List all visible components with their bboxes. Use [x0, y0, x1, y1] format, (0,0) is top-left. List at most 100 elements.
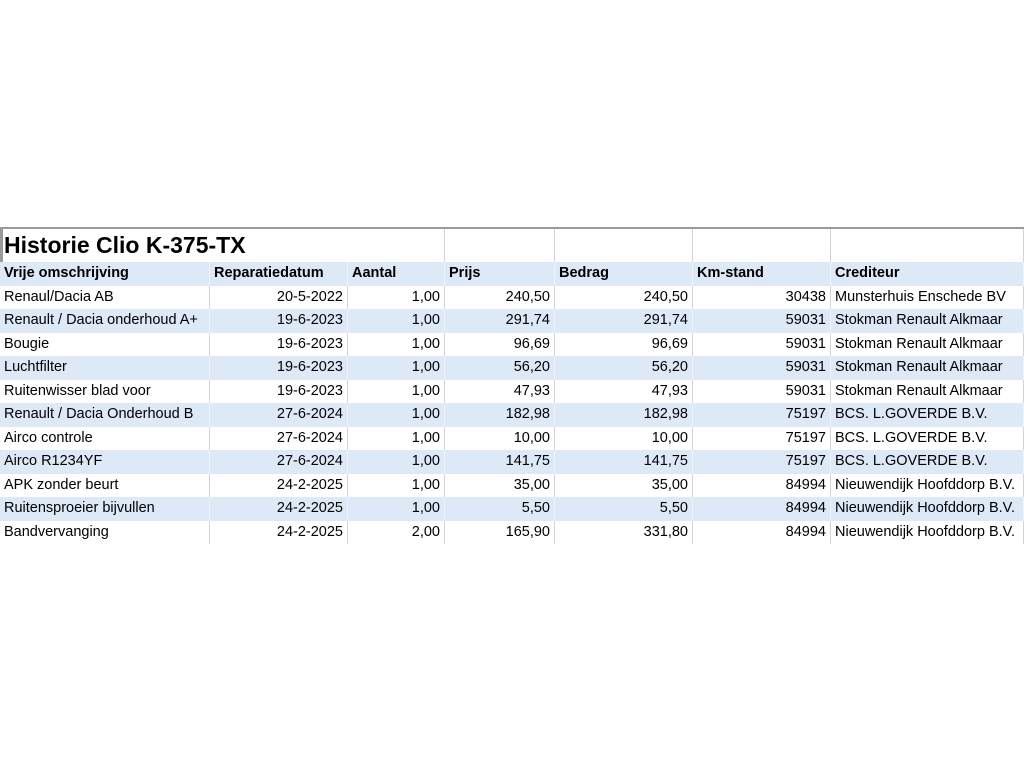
cell-price[interactable]: 240,50	[445, 285, 555, 309]
cell-km-reading[interactable]: 84994	[693, 473, 831, 497]
cell-km-reading[interactable]: 75197	[693, 450, 831, 474]
table-row: Renault / Dacia Onderhoud B 27-6-2024 1,00…	[0, 403, 1024, 427]
cell-quantity[interactable]: 1,00	[348, 403, 445, 427]
table-row: Renaul/Dacia AB 20-5-2022 1,00 240,50 240,50…	[0, 285, 1024, 309]
header-price[interactable]: Prijs	[445, 262, 555, 286]
cell-amount[interactable]: 141,75	[555, 450, 693, 474]
cell-quantity[interactable]: 1,00	[348, 309, 445, 333]
cell-quantity[interactable]: 1,00	[348, 356, 445, 380]
cell-amount[interactable]: 56,20	[555, 356, 693, 380]
empty-cell[interactable]	[348, 229, 445, 262]
cell-km-reading[interactable]: 84994	[693, 520, 831, 544]
cell-description[interactable]: Luchtfilter	[0, 356, 210, 380]
table-row: Bandvervanging 24-2-2025 2,00 165,90 331,80 8…	[0, 520, 1024, 544]
cell-amount[interactable]: 291,74	[555, 309, 693, 333]
cell-repair-date[interactable]: 27-6-2024	[210, 426, 348, 450]
cell-description[interactable]: Airco R1234YF	[0, 450, 210, 474]
cell-creditor[interactable]: BCS. L.GOVERDE B.V.	[831, 426, 1024, 450]
cell-km-reading[interactable]: 84994	[693, 497, 831, 521]
cell-amount[interactable]: 96,69	[555, 332, 693, 356]
empty-cell[interactable]	[555, 229, 693, 262]
cell-creditor[interactable]: Stokman Renault Alkmaar	[831, 379, 1024, 403]
cell-km-reading[interactable]: 59031	[693, 379, 831, 403]
cell-price[interactable]: 35,00	[445, 473, 555, 497]
cell-price[interactable]: 5,50	[445, 497, 555, 521]
cell-amount[interactable]: 5,50	[555, 497, 693, 521]
cell-quantity[interactable]: 2,00	[348, 520, 445, 544]
cell-km-reading[interactable]: 75197	[693, 403, 831, 427]
header-repair-date[interactable]: Reparatiedatum	[210, 262, 348, 286]
cell-description[interactable]: Bandvervanging	[0, 520, 210, 544]
cell-quantity[interactable]: 1,00	[348, 332, 445, 356]
cell-quantity[interactable]: 1,00	[348, 473, 445, 497]
table-row: Bougie 19-6-2023 1,00 96,69 96,69 59031 Stokma…	[0, 332, 1024, 356]
sheet-title[interactable]: Historie Clio K-375-TX	[4, 232, 246, 258]
cell-repair-date[interactable]: 24-2-2025	[210, 520, 348, 544]
cell-km-reading[interactable]: 75197	[693, 426, 831, 450]
table-row: Ruitensproeier bijvullen 24-2-2025 1,00 5,5…	[0, 497, 1024, 521]
cell-repair-date[interactable]: 24-2-2025	[210, 497, 348, 521]
header-description[interactable]: Vrije omschrijving	[0, 262, 210, 286]
empty-cell[interactable]	[693, 229, 831, 262]
cell-repair-date[interactable]: 27-6-2024	[210, 450, 348, 474]
cell-amount[interactable]: 47,93	[555, 379, 693, 403]
cell-creditor[interactable]: Stokman Renault Alkmaar	[831, 356, 1024, 380]
table-row: Ruitenwisser blad voor 19-6-2023 1,00 47,93…	[0, 379, 1024, 403]
cell-price[interactable]: 165,90	[445, 520, 555, 544]
cell-amount[interactable]: 240,50	[555, 285, 693, 309]
cell-price[interactable]: 182,98	[445, 403, 555, 427]
cell-repair-date[interactable]: 20-5-2022	[210, 285, 348, 309]
cell-creditor[interactable]: Nieuwendijk Hoofddorp B.V.	[831, 497, 1024, 521]
empty-cell[interactable]	[831, 229, 1024, 262]
header-creditor[interactable]: Crediteur	[831, 262, 1024, 286]
cell-creditor[interactable]: BCS. L.GOVERDE B.V.	[831, 450, 1024, 474]
cell-price[interactable]: 10,00	[445, 426, 555, 450]
cell-creditor[interactable]: Munsterhuis Enschede BV	[831, 285, 1024, 309]
cell-quantity[interactable]: 1,00	[348, 497, 445, 521]
empty-cell[interactable]	[445, 229, 555, 262]
header-amount[interactable]: Bedrag	[555, 262, 693, 286]
cell-quantity[interactable]: 1,00	[348, 426, 445, 450]
cell-description[interactable]: Bougie	[0, 332, 210, 356]
cell-description[interactable]: APK zonder beurt	[0, 473, 210, 497]
cell-creditor[interactable]: Stokman Renault Alkmaar	[831, 309, 1024, 333]
cell-price[interactable]: 141,75	[445, 450, 555, 474]
cell-price[interactable]: 96,69	[445, 332, 555, 356]
table-row: Luchtfilter 19-6-2023 1,00 56,20 56,20 59031 S…	[0, 356, 1024, 380]
cell-description[interactable]: Ruitensproeier bijvullen	[0, 497, 210, 521]
cell-description[interactable]: Airco controle	[0, 426, 210, 450]
cell-amount[interactable]: 331,80	[555, 520, 693, 544]
cell-amount[interactable]: 35,00	[555, 473, 693, 497]
cell-description[interactable]: Ruitenwisser blad voor	[0, 379, 210, 403]
cell-km-reading[interactable]: 59031	[693, 309, 831, 333]
cell-price[interactable]: 291,74	[445, 309, 555, 333]
cell-quantity[interactable]: 1,00	[348, 450, 445, 474]
cell-description[interactable]: Renault / Dacia Onderhoud B	[0, 403, 210, 427]
cell-creditor[interactable]: Stokman Renault Alkmaar	[831, 332, 1024, 356]
cell-price[interactable]: 56,20	[445, 356, 555, 380]
cell-description[interactable]: Renaul/Dacia AB	[0, 285, 210, 309]
cell-km-reading[interactable]: 59031	[693, 332, 831, 356]
cell-amount[interactable]: 10,00	[555, 426, 693, 450]
cell-repair-date[interactable]: 19-6-2023	[210, 332, 348, 356]
cell-repair-date[interactable]: 27-6-2024	[210, 403, 348, 427]
cell-amount[interactable]: 182,98	[555, 403, 693, 427]
cell-quantity[interactable]: 1,00	[348, 379, 445, 403]
cell-repair-date[interactable]: 19-6-2023	[210, 309, 348, 333]
cell-creditor[interactable]: Nieuwendijk Hoofddorp B.V.	[831, 473, 1024, 497]
header-km-reading[interactable]: Km-stand	[693, 262, 831, 286]
cell-repair-date[interactable]: 19-6-2023	[210, 356, 348, 380]
cell-creditor[interactable]: BCS. L.GOVERDE B.V.	[831, 403, 1024, 427]
cell-creditor[interactable]: Nieuwendijk Hoofddorp B.V.	[831, 520, 1024, 544]
cell-quantity[interactable]: 1,00	[348, 285, 445, 309]
header-quantity[interactable]: Aantal	[348, 262, 445, 286]
title-row: Historie Clio K-375-TX	[0, 227, 1024, 262]
cell-price[interactable]: 47,93	[445, 379, 555, 403]
cell-repair-date[interactable]: 24-2-2025	[210, 473, 348, 497]
cell-km-reading[interactable]: 30438	[693, 285, 831, 309]
table-row: Renault / Dacia onderhoud A+ 19-6-2023 1,0…	[0, 309, 1024, 333]
cell-km-reading[interactable]: 59031	[693, 356, 831, 380]
cell-description[interactable]: Renault / Dacia onderhoud A+	[0, 309, 210, 333]
cell-repair-date[interactable]: 19-6-2023	[210, 379, 348, 403]
table-row: Airco R1234YF 27-6-2024 1,00 141,75 141,75 75…	[0, 450, 1024, 474]
